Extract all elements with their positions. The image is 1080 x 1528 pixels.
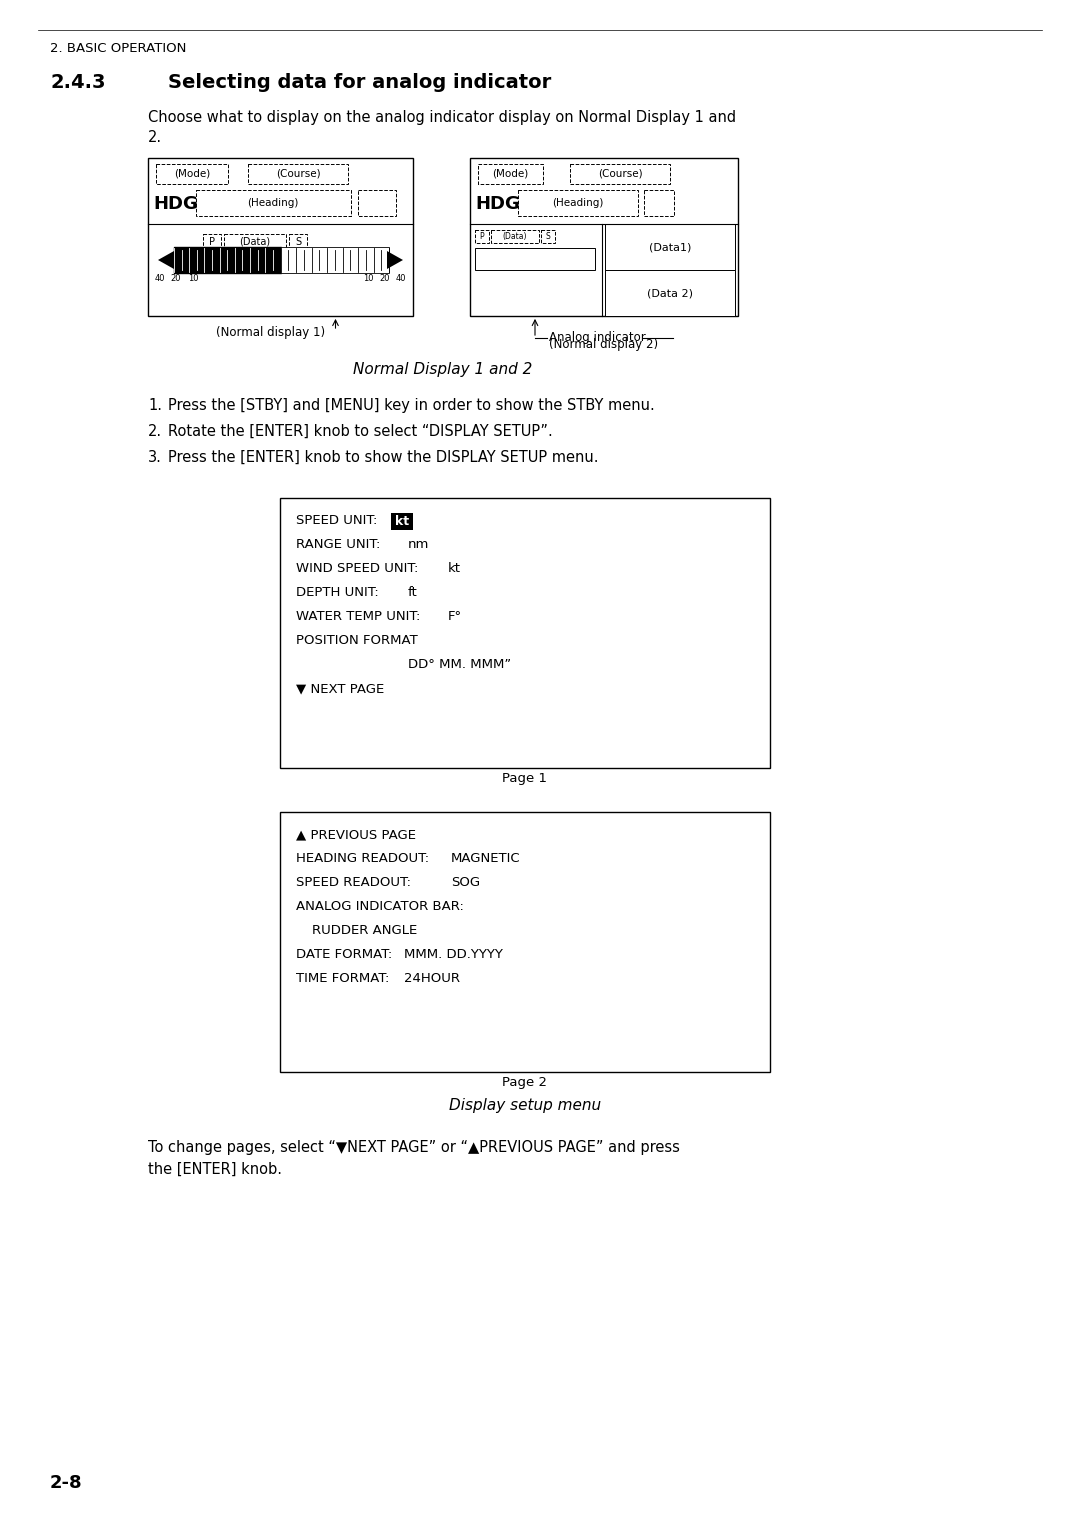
Bar	[281, 248, 389, 274]
Text: Press the [STBY] and [MENU] key in order to show the STBY menu.: Press the [STBY] and [MENU] key in order…	[168, 397, 654, 413]
Bar	[518, 189, 638, 215]
Text: Selecting data for analog indicator: Selecting data for analog indicator	[168, 73, 551, 92]
Text: RUDDER ANGLE: RUDDER ANGLE	[312, 924, 417, 937]
Text: Press the [ENTER] knob to show the DISPLAY SETUP menu.: Press the [ENTER] knob to show the DISPL…	[168, 451, 598, 465]
Text: ANALOG INDICATOR BAR:: ANALOG INDICATOR BAR:	[296, 900, 464, 914]
Bar	[280, 811, 770, 1073]
Bar	[391, 513, 413, 530]
Text: (Course): (Course)	[597, 170, 643, 179]
Bar	[644, 189, 674, 215]
Bar	[470, 157, 738, 316]
Text: F°: F°	[448, 610, 462, 623]
Text: 40: 40	[154, 274, 165, 283]
Text: 2.4.3: 2.4.3	[50, 73, 106, 92]
Text: Rotate the [ENTER] knob to select “DISPLAY SETUP”.: Rotate the [ENTER] knob to select “DISPL…	[168, 423, 553, 439]
Text: ▼ NEXT PAGE: ▼ NEXT PAGE	[296, 681, 384, 695]
Text: Display setup menu: Display setup menu	[449, 1099, 602, 1112]
Text: MMM. DD.YYYY: MMM. DD.YYYY	[404, 947, 503, 961]
Text: nm: nm	[408, 538, 430, 552]
Text: WATER TEMP UNIT:: WATER TEMP UNIT:	[296, 610, 420, 623]
Bar	[248, 163, 348, 183]
Text: 40: 40	[395, 274, 406, 283]
Text: MAGNETIC: MAGNETIC	[451, 853, 521, 865]
Bar	[475, 231, 489, 243]
Text: Page 2: Page 2	[502, 1076, 548, 1089]
Text: RANGE UNIT:: RANGE UNIT:	[296, 538, 380, 552]
Text: kt: kt	[448, 562, 461, 575]
Text: HDG: HDG	[475, 196, 519, 212]
Text: (Heading): (Heading)	[247, 199, 299, 208]
Bar	[491, 231, 539, 243]
Text: Page 1: Page 1	[502, 772, 548, 785]
Text: the [ENTER] knob.: the [ENTER] knob.	[148, 1161, 282, 1177]
Bar	[605, 270, 735, 316]
Bar	[156, 163, 228, 183]
Text: (Data1): (Data1)	[649, 241, 691, 252]
Bar	[605, 225, 735, 270]
Text: (Data): (Data)	[503, 232, 527, 241]
Text: 10: 10	[363, 274, 374, 283]
Text: 10: 10	[188, 274, 199, 283]
Text: P: P	[480, 232, 484, 241]
Text: (Normal display 2): (Normal display 2)	[550, 338, 659, 351]
Bar	[203, 234, 221, 251]
Text: Normal Display 1 and 2: Normal Display 1 and 2	[353, 362, 532, 377]
Text: DATE FORMAT:: DATE FORMAT:	[296, 947, 392, 961]
Bar	[541, 231, 555, 243]
Text: kt: kt	[395, 515, 409, 529]
Text: (Mode): (Mode)	[174, 170, 211, 179]
Text: ft: ft	[408, 587, 418, 599]
Text: (Normal display 1): (Normal display 1)	[216, 325, 325, 339]
Text: POSITION FORMAT: POSITION FORMAT	[296, 634, 418, 646]
Bar	[357, 189, 396, 215]
Text: (Mode): (Mode)	[491, 170, 528, 179]
Bar	[570, 163, 670, 183]
Text: TIME FORMAT:: TIME FORMAT:	[296, 972, 390, 986]
Bar	[478, 163, 543, 183]
Text: SPEED UNIT:: SPEED UNIT:	[296, 513, 377, 527]
Text: SOG: SOG	[451, 876, 481, 889]
Bar	[148, 157, 413, 316]
Bar	[289, 234, 307, 251]
Polygon shape	[158, 251, 174, 269]
Bar	[224, 234, 286, 251]
Text: ▲ PREVIOUS PAGE: ▲ PREVIOUS PAGE	[296, 828, 416, 840]
Polygon shape	[387, 251, 403, 269]
Text: DD° MM. MMM”: DD° MM. MMM”	[408, 659, 511, 671]
Text: 24HOUR: 24HOUR	[404, 972, 460, 986]
Text: S: S	[545, 232, 551, 241]
Text: 20: 20	[380, 274, 390, 283]
Bar	[280, 498, 770, 769]
Text: P: P	[210, 237, 215, 248]
Text: (Course): (Course)	[275, 170, 321, 179]
Text: DEPTH UNIT:: DEPTH UNIT:	[296, 587, 379, 599]
Text: 2.: 2.	[148, 423, 162, 439]
Text: To change pages, select “▼NEXT PAGE” or “▲PREVIOUS PAGE” and press: To change pages, select “▼NEXT PAGE” or …	[148, 1140, 680, 1155]
Text: 3.: 3.	[148, 451, 162, 465]
Text: 2-8: 2-8	[50, 1475, 83, 1491]
Text: 20: 20	[171, 274, 181, 283]
Text: 2. BASIC OPERATION: 2. BASIC OPERATION	[50, 41, 187, 55]
Text: SPEED READOUT:: SPEED READOUT:	[296, 876, 411, 889]
Text: (Heading): (Heading)	[552, 199, 604, 208]
Text: S: S	[295, 237, 301, 248]
Bar	[195, 189, 351, 215]
Text: Analog indicator: Analog indicator	[549, 332, 646, 344]
Text: 1.: 1.	[148, 397, 162, 413]
Text: WIND SPEED UNIT:: WIND SPEED UNIT:	[296, 562, 418, 575]
Text: 2.: 2.	[148, 130, 162, 145]
Text: HDG: HDG	[153, 196, 198, 212]
Text: (Data 2): (Data 2)	[647, 287, 693, 298]
Text: HEADING READOUT:: HEADING READOUT:	[296, 853, 429, 865]
Text: Choose what to display on the analog indicator display on Normal Display 1 and: Choose what to display on the analog ind…	[148, 110, 737, 125]
Bar	[475, 248, 595, 270]
Text: (Data): (Data)	[240, 237, 271, 248]
